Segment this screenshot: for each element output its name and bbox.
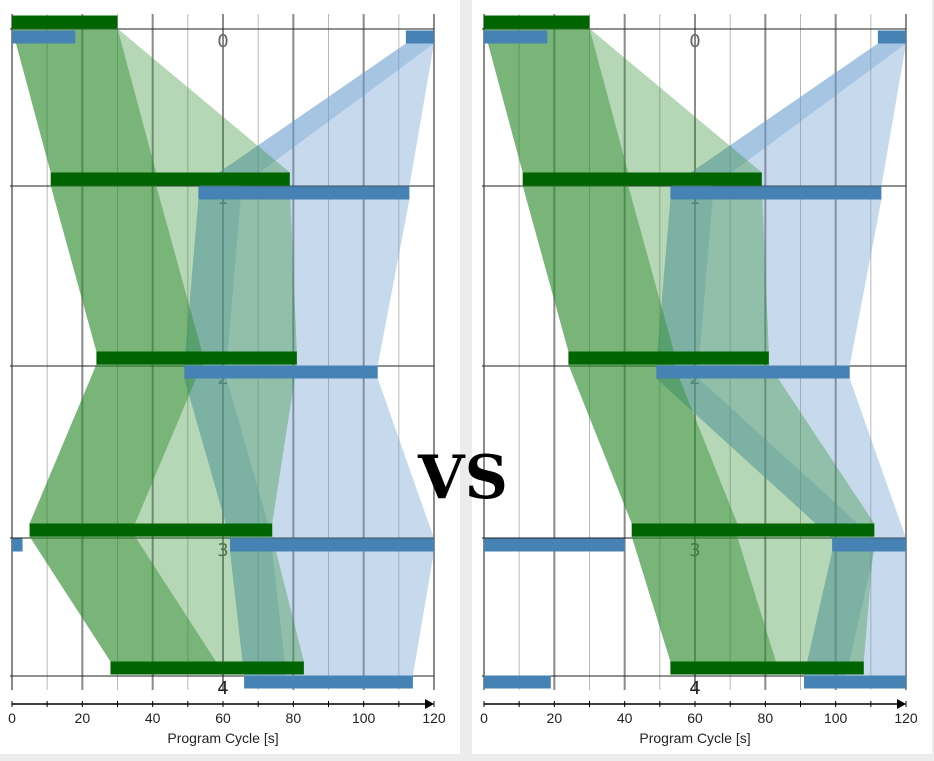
green-band — [484, 28, 629, 173]
station-label: 4 — [217, 678, 228, 699]
left-diagram: 01234020406080100120Program Cycle [s] — [8, 14, 446, 746]
blue-band — [656, 199, 713, 366]
blue-bar — [244, 675, 413, 689]
blue-bar — [656, 365, 850, 379]
x-tick-label: 0 — [8, 710, 16, 726]
green-bar — [522, 172, 762, 186]
left-panel: 01234020406080100120Program Cycle [s] — [0, 0, 460, 754]
green-bar — [12, 15, 118, 29]
station-label: 3 — [217, 540, 228, 561]
x-tick-label: 60 — [215, 710, 231, 726]
green-band — [12, 28, 290, 173]
green-band — [29, 536, 216, 662]
x-tick-label: 120 — [422, 710, 446, 726]
x-tick-label: 40 — [145, 710, 161, 726]
blue-bar — [670, 186, 882, 200]
x-axis-label: Program Cycle [s] — [639, 730, 750, 746]
green-bar — [29, 523, 273, 537]
right-panel: 01234020406080100120Program Cycle [s] — [472, 0, 932, 754]
x-tick-label: 20 — [75, 710, 91, 726]
blue-band — [184, 378, 434, 539]
station-label: 4 — [689, 678, 700, 699]
green-band — [484, 28, 762, 173]
green-bar — [670, 661, 864, 675]
green-bar — [96, 351, 297, 365]
green-bar — [631, 523, 875, 537]
x-axis-label: Program Cycle [s] — [167, 730, 278, 746]
green-bar — [50, 172, 290, 186]
blue-bar — [12, 538, 23, 552]
green-band — [12, 28, 157, 173]
blue-bar — [804, 675, 906, 689]
station-label: 3 — [689, 540, 700, 561]
green-bar — [568, 351, 769, 365]
blue-bar — [230, 538, 434, 552]
x-axis-arrow — [897, 699, 906, 709]
blue-bar — [12, 30, 76, 44]
blue-bar — [484, 538, 625, 552]
x-axis-arrow — [425, 699, 434, 709]
blue-bar — [832, 538, 906, 552]
green-bar — [110, 661, 304, 675]
x-tick-label: 0 — [480, 710, 488, 726]
x-tick-label: 20 — [547, 710, 563, 726]
green-band — [568, 364, 738, 524]
blue-band — [198, 43, 434, 187]
right-diagram: 01234020406080100120Program Cycle [s] — [480, 14, 918, 746]
green-band — [29, 364, 297, 524]
x-tick-label: 100 — [824, 710, 848, 726]
blue-band — [230, 551, 287, 676]
green-band — [50, 185, 202, 352]
station-label: 0 — [217, 31, 228, 52]
green-band — [50, 185, 297, 352]
blue-band — [804, 551, 875, 676]
x-tick-label: 80 — [286, 710, 302, 726]
blue-band — [230, 551, 434, 676]
x-tick-label: 100 — [352, 710, 376, 726]
versus-label: VS — [418, 443, 508, 513]
x-tick-label: 40 — [617, 710, 633, 726]
blue-band — [656, 378, 875, 539]
x-tick-label: 120 — [894, 710, 918, 726]
blue-bar — [184, 365, 378, 379]
blue-bar — [877, 30, 906, 44]
blue-band — [804, 551, 906, 676]
green-bar — [484, 15, 590, 29]
blue-band — [670, 43, 906, 187]
blue-bar — [405, 30, 434, 44]
green-band — [29, 364, 202, 524]
blue-band — [670, 43, 906, 187]
blue-band — [656, 199, 882, 366]
blue-band — [184, 199, 410, 366]
green-band — [29, 536, 304, 662]
blue-bar — [198, 186, 410, 200]
blue-bar — [484, 675, 551, 689]
x-tick-label: 60 — [687, 710, 703, 726]
blue-band — [656, 378, 906, 539]
station-label: 0 — [689, 31, 700, 52]
blue-bar — [484, 30, 548, 44]
green-band — [631, 536, 776, 662]
blue-band — [184, 199, 241, 366]
blue-band — [184, 378, 273, 539]
green-band — [522, 185, 769, 352]
green-band — [631, 536, 875, 662]
blue-band — [198, 43, 434, 187]
x-tick-label: 80 — [758, 710, 774, 726]
green-band — [568, 364, 875, 524]
green-band — [522, 185, 674, 352]
